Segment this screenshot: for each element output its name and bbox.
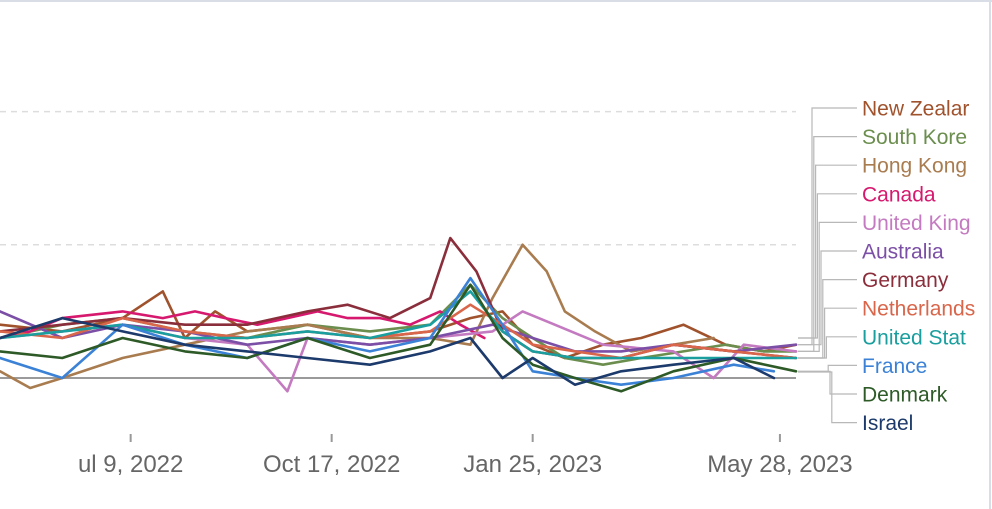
x-tick-label-1: Oct 17, 2022 — [263, 451, 400, 478]
legend-label-10: Denmark — [862, 384, 948, 407]
legend-label-1: South Kore — [862, 126, 967, 149]
series-line-3 — [0, 310, 486, 340]
legend-connector-0 — [798, 107, 857, 346]
series-line-11 — [0, 316, 776, 387]
series-line-0 — [0, 290, 798, 360]
legend-connector-1 — [798, 136, 857, 352]
legend-connector-10 — [798, 370, 857, 395]
series-line-10 — [0, 283, 798, 393]
legend-label-2: Hong Kong — [862, 155, 967, 178]
legend-label-3: Canada — [862, 183, 936, 206]
legend-label-7: Netherlands — [862, 298, 975, 321]
legend-connector-8 — [798, 336, 857, 359]
legend-connector-7 — [798, 307, 857, 359]
legend-label-8: United Stat — [862, 326, 966, 349]
series-line-9 — [0, 276, 776, 387]
legend-label-6: Germany — [862, 269, 949, 292]
legend-connector-9 — [798, 364, 857, 372]
series-line-8 — [0, 290, 798, 360]
legend-connector-3 — [798, 193, 857, 339]
legend-label-5: Australia — [862, 241, 944, 264]
legend-label-11: Israel — [862, 412, 913, 435]
legend-connector-6 — [798, 279, 857, 359]
x-tick-label-3: May 28, 2023 — [707, 451, 852, 478]
series-line-2 — [0, 243, 715, 390]
x-axis: ul 9, 2022 Oct 17, 2022 Jan 25, 2023 May 28… — [78, 434, 853, 478]
legend: New Zealar South Kore Hong Kong Canada Unite… — [798, 98, 975, 435]
series-line-7 — [0, 303, 798, 360]
legend-label-9: France — [862, 355, 927, 378]
legend-connector-11 — [798, 371, 857, 424]
legend-connector-4 — [798, 221, 857, 352]
x-tick-label-0: ul 9, 2022 — [78, 451, 183, 478]
x-tick-label-2: Jan 25, 2023 — [463, 451, 602, 478]
legend-connector-5 — [798, 250, 857, 346]
legend-label-0: New Zealar — [862, 98, 969, 121]
series-lines — [0, 236, 798, 393]
legend-label-4: United King — [862, 212, 971, 235]
